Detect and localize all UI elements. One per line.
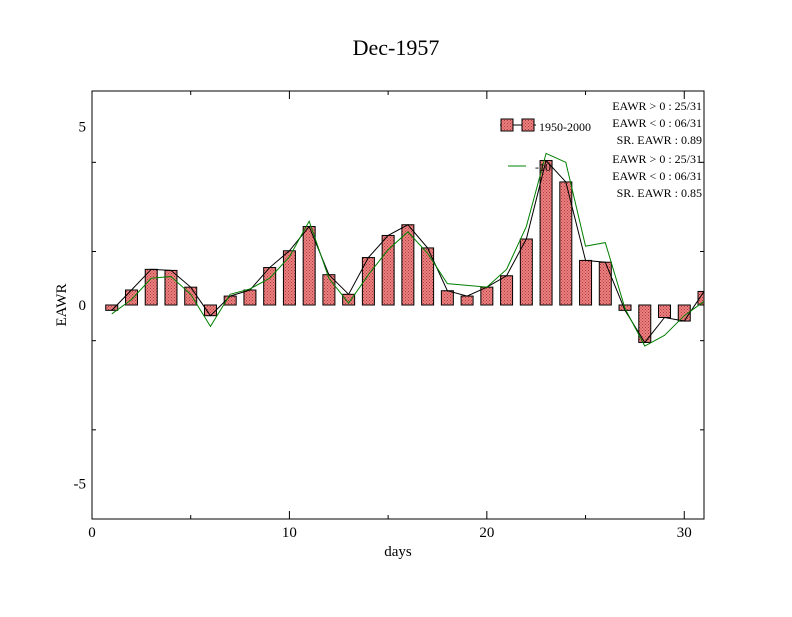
- bar: [697, 290, 705, 306]
- bar: [460, 295, 474, 306]
- bar: [440, 290, 454, 306]
- legend-label: 1950-2000: [539, 120, 591, 134]
- bar: [282, 250, 296, 306]
- y-tick-label: -5: [74, 476, 87, 492]
- stats-annotation-line: EAWR < 0 : 06/31: [612, 116, 702, 130]
- bar: [480, 286, 494, 306]
- stats-annotation-line: SR. EAWR : 0.89: [617, 133, 702, 147]
- bar: [579, 259, 593, 306]
- legend-label: -10: [535, 160, 551, 174]
- stats-annotation-line: EAWR > 0 : 25/31: [612, 99, 702, 113]
- legend-bar-swatch: [500, 118, 514, 132]
- stats-annotation-line: SR. EAWR : 0.85: [617, 186, 702, 200]
- stats-annotation-line: EAWR < 0 : 06/31: [612, 169, 702, 183]
- x-axis: 0 10 20 30: [88, 91, 692, 541]
- x-tick-label: 20: [479, 525, 494, 541]
- line-series: [111, 152, 705, 347]
- series-line-1950-2000: [111, 159, 705, 344]
- x-tick-label: 10: [282, 525, 297, 541]
- y-tick-label: 5: [79, 120, 87, 136]
- bar: [243, 289, 257, 306]
- legend: 1950-2000 -10: [500, 118, 591, 174]
- bar: [164, 269, 178, 306]
- bar: [658, 304, 672, 318]
- x-tick-label: 0: [88, 525, 96, 541]
- legend-bar-swatch: [521, 118, 535, 132]
- bar: [500, 275, 514, 306]
- x-axis-label: days: [384, 544, 412, 560]
- stats-annotations: EAWR > 0 : 25/31 EAWR < 0 : 06/31 SR. EAWR…: [612, 99, 702, 200]
- bar: [144, 268, 158, 306]
- y-axis-label: EAWR: [54, 284, 70, 327]
- series-line-minus-10: [111, 152, 705, 347]
- x-tick-label: 30: [677, 525, 692, 541]
- bar: [598, 261, 612, 306]
- bar: [302, 226, 316, 306]
- bar: [539, 160, 553, 306]
- y-axis: -5 0 5: [74, 120, 704, 520]
- stats-annotation-line: EAWR > 0 : 25/31: [612, 152, 702, 166]
- chart-title: Dec-1957: [353, 35, 440, 60]
- bar: [519, 238, 533, 306]
- y-tick-label: 0: [79, 298, 87, 314]
- bar-series: [105, 160, 705, 343]
